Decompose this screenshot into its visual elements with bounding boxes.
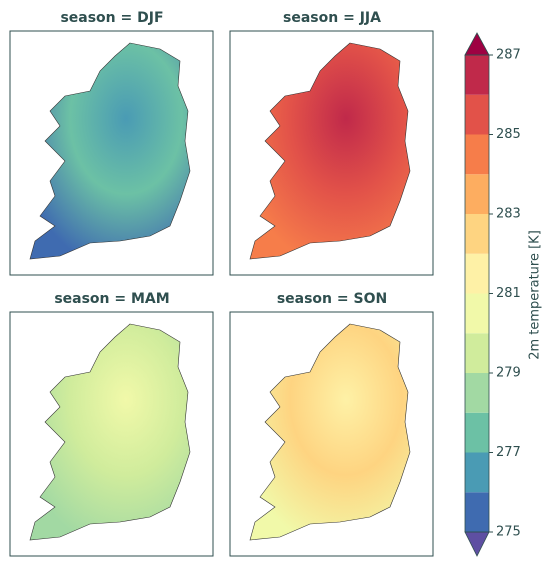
colorbar-tick-label: 281: [496, 286, 521, 301]
colorbar-band: [465, 452, 489, 493]
colorbar-tick-label: 277: [496, 445, 521, 460]
colorbar-band: [465, 412, 489, 453]
colorbar-band: [465, 253, 489, 294]
island: [29, 42, 191, 260]
colorbar-tick-label: 283: [496, 207, 521, 222]
colorbar-tick-label: 285: [496, 127, 521, 142]
colorbar-band: [465, 333, 489, 373]
colorbar-band: [465, 293, 489, 334]
island: [249, 42, 411, 260]
colorbar-tick-label: 287: [496, 48, 521, 63]
colorbar-band: [465, 134, 489, 175]
colorbar-band: [465, 55, 489, 95]
panel-title: season = MAM: [54, 291, 169, 307]
colorbar-band: [465, 174, 489, 214]
colorbar-band: [465, 492, 489, 532]
panel-title: season = SON: [277, 291, 387, 307]
colorbar-extend-over: [464, 32, 490, 56]
colorbar-band: [465, 373, 489, 413]
panel-title: season = DJF: [60, 10, 163, 26]
colorbar-band: [465, 214, 489, 254]
island: [249, 323, 411, 541]
island: [29, 323, 191, 541]
colorbar-tick-label: 279: [496, 366, 521, 381]
colorbar-band: [465, 94, 489, 135]
colorbar-tick-label: 275: [496, 525, 521, 540]
colorbar-label: 2m temperature [K]: [528, 230, 543, 360]
panel-title: season = JJA: [283, 10, 381, 26]
colorbar-extend-under: [464, 531, 490, 557]
